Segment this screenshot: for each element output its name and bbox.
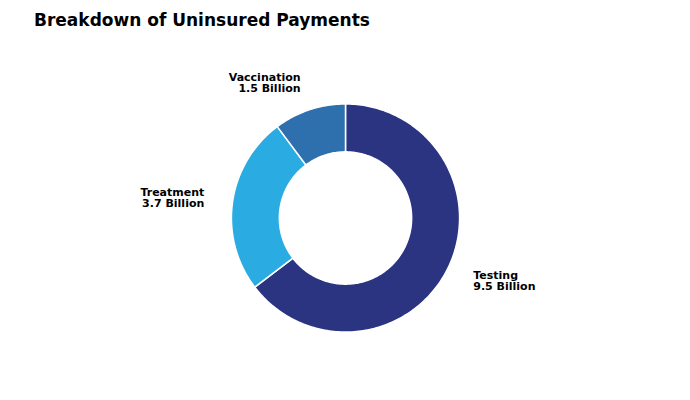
svg-text:Vaccination1.5 Billion: Vaccination1.5 Billion [229, 71, 301, 95]
svg-text:Testing9.5 Billion: Testing9.5 Billion [473, 269, 535, 293]
html-text:Breakdown of Uninsured Payment: Breakdown of Uninsured Payments [34, 10, 370, 30]
svg-text:Treatment3.7 Billion: Treatment3.7 Billion [140, 186, 204, 210]
